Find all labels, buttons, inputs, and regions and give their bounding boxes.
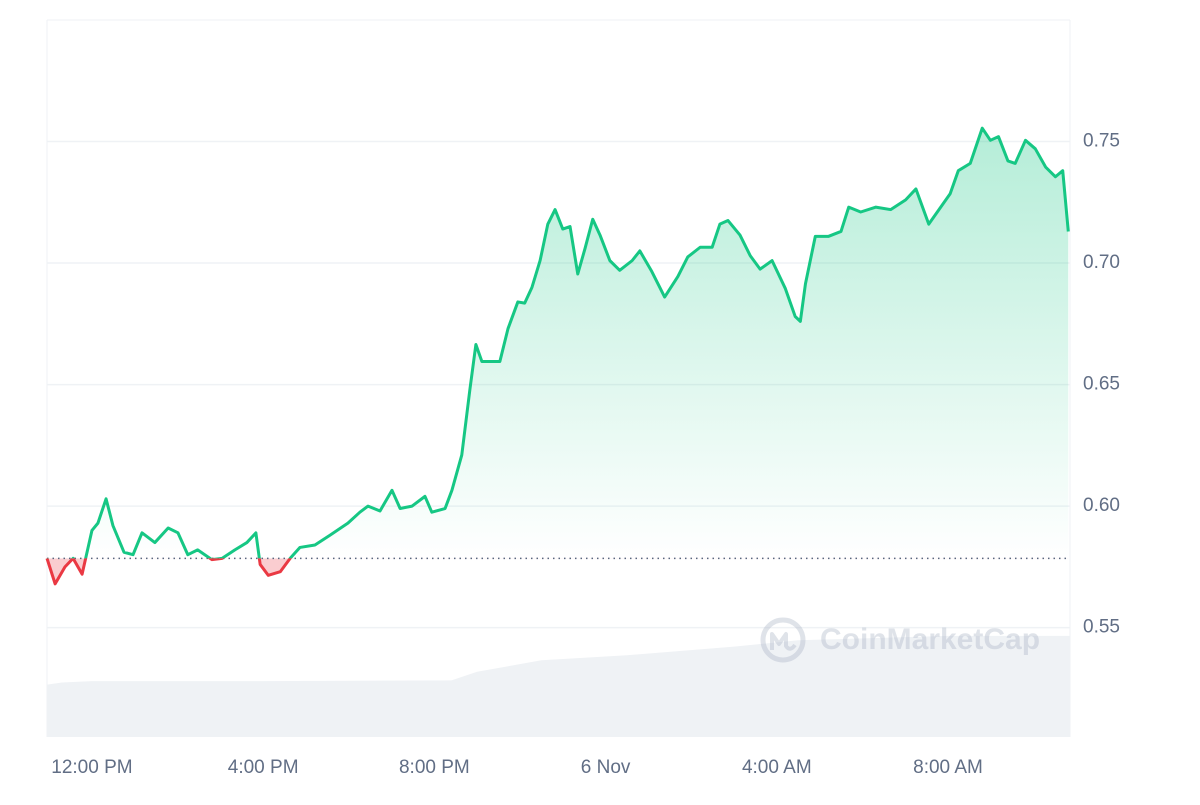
- y-tick-label: 0.75: [1083, 131, 1120, 152]
- watermark: CoinMarketCap: [760, 617, 1040, 663]
- y-tick-label: 0.60: [1083, 495, 1120, 516]
- y-tick-label: 0.70: [1083, 252, 1120, 273]
- volume-area: [47, 635, 1070, 737]
- x-tick-label: 6 Nov: [581, 757, 631, 778]
- price-line: [47, 126, 1070, 559]
- x-tick-label: 4:00 AM: [742, 757, 812, 778]
- x-tick-label: 8:00 PM: [399, 757, 470, 778]
- price-line-below: [45, 558, 293, 586]
- y-tick-label: 0.55: [1083, 617, 1120, 638]
- x-tick-label: 8:00 AM: [913, 757, 983, 778]
- x-tick-label: 12:00 PM: [51, 757, 132, 778]
- x-tick-label: 4:00 PM: [228, 757, 299, 778]
- y-tick-label: 0.65: [1083, 374, 1120, 395]
- watermark-text: CoinMarketCap: [820, 623, 1040, 656]
- area-above: [85, 128, 1069, 559]
